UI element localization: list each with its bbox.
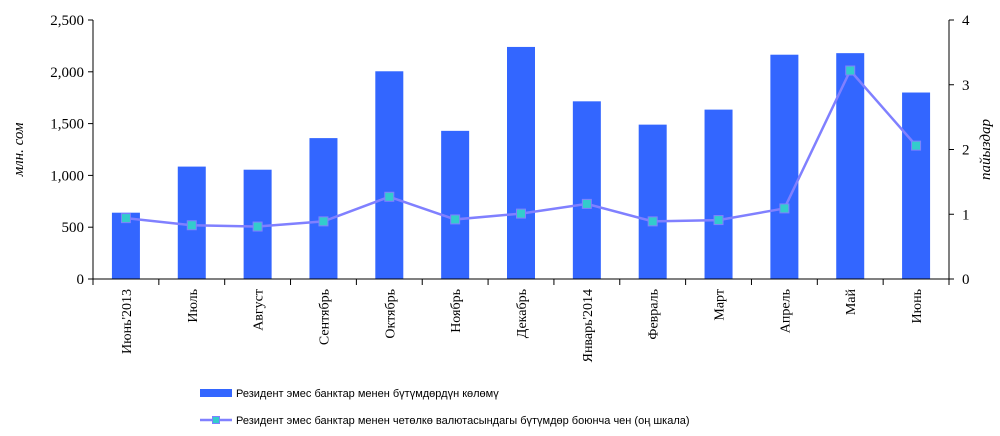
x-tick-label: Февраль [647,289,662,340]
x-tick-label: Июнь'2013 [120,289,135,354]
rate-marker [581,198,592,209]
left-tick-label: 2,500 [50,13,84,29]
rate-marker [516,208,526,219]
legend-bar-label: Резидент эмес банктар менен бүтүмдөрдүн … [236,388,499,400]
x-tick-label: Июль [186,289,201,323]
rate-marker [318,216,329,227]
bar [638,124,667,279]
left-tick-label: 1,000 [50,168,84,184]
left-tick-label: 2,000 [50,65,84,81]
rate-marker [384,191,395,202]
rate-marker [779,203,790,214]
bar [309,138,338,279]
right-tick-label: 0 [962,272,970,288]
x-tick-label: Октябрь [383,289,398,339]
x-tick-label: Апрель [778,289,793,333]
bar [507,46,535,279]
y-axis-title: млн. сом [11,122,27,177]
bar [902,92,931,280]
bar [770,54,799,280]
rate-marker [647,216,658,227]
right-tick-label: 2 [962,143,970,159]
right-tick-label: 1 [962,207,970,223]
rate-marker [120,213,131,224]
x-tick-label: Август [252,289,267,331]
bar [836,53,865,279]
bar [441,130,470,279]
legend-bar-swatch [200,389,232,397]
x-tick-label: Декабрь [515,289,530,338]
bar [111,212,140,279]
x-tick-label: Март [713,289,728,321]
bar [704,109,733,279]
bar [375,71,404,279]
left-tick-label: 1,500 [50,117,84,133]
x-tick-label: Июнь [910,289,925,323]
rate-marker [252,221,263,232]
right-tick-label: 4 [962,13,970,29]
bar [572,101,601,280]
rate-marker [186,220,197,231]
x-tick-label: Январь'2014 [581,289,596,362]
x-tick-label: Ноябрь [449,289,464,333]
rate-marker [713,215,724,226]
legend-line-marker [212,416,220,424]
x-tick-label: Май [844,288,859,315]
rate-marker [450,214,461,225]
left-tick-label: 500 [62,220,85,236]
y2-axis-title: пайыздар [978,119,994,180]
rate-marker [911,140,922,151]
legend-line-label: Резидент эмес банктар менен четөлкө валю… [236,415,690,427]
left-tick-label: 0 [77,272,85,288]
right-tick-label: 3 [962,78,970,94]
rate-marker [845,65,856,76]
x-tick-label: Сентябрь [317,289,332,345]
